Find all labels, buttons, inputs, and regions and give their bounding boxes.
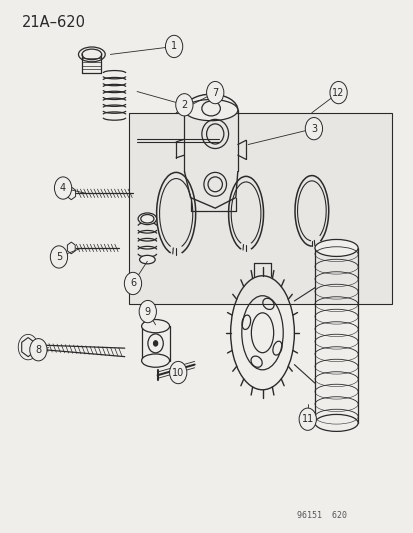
Ellipse shape <box>141 354 169 367</box>
Ellipse shape <box>314 415 357 431</box>
Ellipse shape <box>184 100 237 120</box>
Circle shape <box>176 94 192 116</box>
Circle shape <box>54 177 71 199</box>
Ellipse shape <box>78 47 105 62</box>
Bar <box>128 113 391 304</box>
Polygon shape <box>67 187 76 200</box>
Ellipse shape <box>139 255 155 264</box>
Text: 5: 5 <box>56 252 62 262</box>
Circle shape <box>124 272 141 295</box>
Text: 12: 12 <box>332 87 344 98</box>
Circle shape <box>30 338 47 361</box>
Circle shape <box>169 361 186 384</box>
Circle shape <box>206 82 223 104</box>
Text: 21A–620: 21A–620 <box>22 14 86 30</box>
Text: 6: 6 <box>130 278 136 288</box>
Text: 7: 7 <box>211 87 218 98</box>
Ellipse shape <box>138 213 156 224</box>
Circle shape <box>139 301 156 322</box>
Circle shape <box>298 408 316 430</box>
Circle shape <box>329 82 347 104</box>
Ellipse shape <box>314 239 357 256</box>
Text: 1: 1 <box>171 42 177 52</box>
Text: 4: 4 <box>60 183 66 193</box>
Text: 2: 2 <box>181 100 187 110</box>
Text: 10: 10 <box>172 368 184 377</box>
Ellipse shape <box>153 341 157 346</box>
Circle shape <box>304 117 322 140</box>
Text: 9: 9 <box>145 306 150 317</box>
Text: 3: 3 <box>310 124 316 134</box>
Text: 11: 11 <box>301 414 313 424</box>
Polygon shape <box>21 337 34 357</box>
Ellipse shape <box>141 319 169 333</box>
Text: 8: 8 <box>35 345 41 355</box>
Text: 96151  620: 96151 620 <box>297 511 347 520</box>
Polygon shape <box>67 242 75 254</box>
Circle shape <box>18 334 38 360</box>
Circle shape <box>50 246 67 268</box>
Circle shape <box>165 35 182 58</box>
